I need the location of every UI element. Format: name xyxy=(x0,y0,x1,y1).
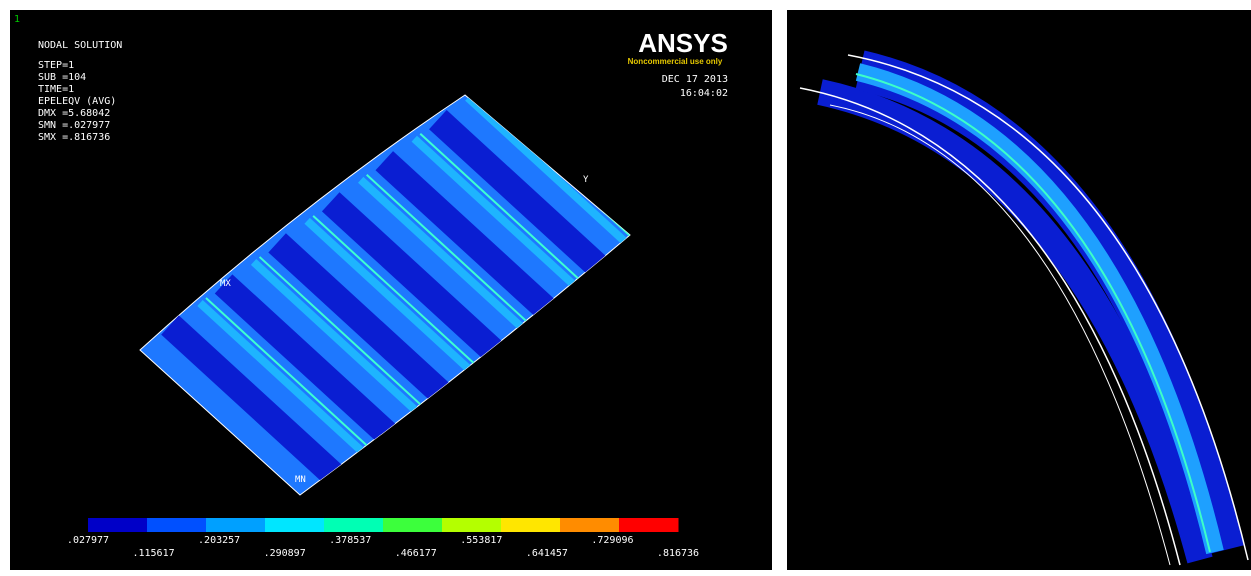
logo: ANSYS xyxy=(638,28,728,58)
result-title: NODAL SOLUTION xyxy=(38,40,122,51)
info-line: DMX =5.68042 xyxy=(38,108,110,119)
date: DEC 17 2013 xyxy=(662,74,728,85)
legend-label: .115617 xyxy=(132,548,174,559)
legend-label: .290897 xyxy=(264,548,306,559)
legend-swatch xyxy=(206,518,266,532)
legend-swatch xyxy=(501,518,561,532)
info-line: SMX =.816736 xyxy=(38,132,110,143)
legend-label: .641457 xyxy=(526,548,568,559)
legend-swatch xyxy=(88,518,148,532)
legend-label: .027977 xyxy=(67,535,109,546)
info-line: TIME=1 xyxy=(38,84,74,95)
logo-note: Noncommercial use only xyxy=(628,57,723,66)
legend-label: .816736 xyxy=(657,548,699,559)
max-marker: MX xyxy=(220,279,231,289)
screenshot: 1 NODAL SOLUTION STEP=1SUB =104TIME=1EPE… xyxy=(0,0,1251,572)
legend-label: .203257 xyxy=(198,535,240,546)
legend-swatch xyxy=(442,518,502,532)
legend-label: .729096 xyxy=(591,535,633,546)
info-line: SUB =104 xyxy=(38,72,86,83)
info-line: EPELEQV (AVG) xyxy=(38,96,116,107)
legend-label: .553817 xyxy=(460,535,502,546)
legend-swatch xyxy=(324,518,384,532)
axis-marker: Y xyxy=(583,175,589,185)
window-number: 1 xyxy=(14,14,20,25)
time: 16:04:02 xyxy=(680,88,728,99)
legend-swatch xyxy=(265,518,325,532)
legend-label: .466177 xyxy=(395,548,437,559)
min-marker: MN xyxy=(295,475,306,485)
legend-swatch xyxy=(619,518,679,532)
legend-label: .378537 xyxy=(329,535,371,546)
page: 1 NODAL SOLUTION STEP=1SUB =104TIME=1EPE… xyxy=(0,0,1251,576)
legend-swatch xyxy=(147,518,207,532)
info-line: STEP=1 xyxy=(38,60,74,71)
legend-swatch xyxy=(383,518,443,532)
legend-swatch xyxy=(560,518,620,532)
info-line: SMN =.027977 xyxy=(38,120,110,131)
